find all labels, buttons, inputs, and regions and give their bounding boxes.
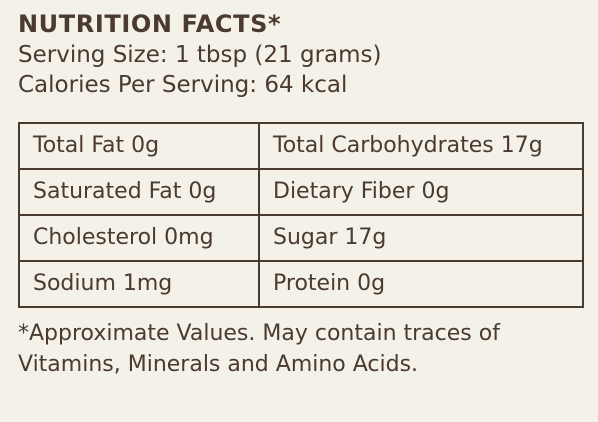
table-row: Sodium 1mg Protein 0g (18, 260, 584, 308)
nutrition-facts-title: NUTRITION FACTS* (18, 10, 282, 38)
serving-size-text: Serving Size: 1 tbsp (21 grams) (18, 42, 382, 68)
footnote: *Approximate Values. May contain traces … (18, 318, 588, 380)
calories-text: Calories Per Serving: 64 kcal (18, 72, 348, 98)
nutrient-cell-cholesterol: Cholesterol 0mg (18, 214, 260, 262)
table-row: Total Fat 0g Total Carbohydrates 17g (18, 122, 584, 170)
nutrient-cell-total-carbohydrates: Total Carbohydrates 17g (258, 122, 584, 170)
footnote-line-2: Vitamins, Minerals and Amino Acids. (18, 352, 419, 377)
nutrient-cell-dietary-fiber: Dietary Fiber 0g (258, 168, 584, 216)
table-row: Saturated Fat 0g Dietary Fiber 0g (18, 168, 584, 216)
nutrient-cell-saturated-fat: Saturated Fat 0g (18, 168, 260, 216)
nutrient-cell-sodium: Sodium 1mg (18, 260, 260, 308)
footnote-line-1: *Approximate Values. May contain traces … (18, 321, 500, 346)
table-row: Cholesterol 0mg Sugar 17g (18, 214, 584, 262)
nutrient-cell-sugar: Sugar 17g (258, 214, 584, 262)
nutrient-cell-protein: Protein 0g (258, 260, 584, 308)
nutrient-cell-total-fat: Total Fat 0g (18, 122, 260, 170)
nutrition-table: Total Fat 0g Total Carbohydrates 17g Sat… (18, 122, 584, 308)
